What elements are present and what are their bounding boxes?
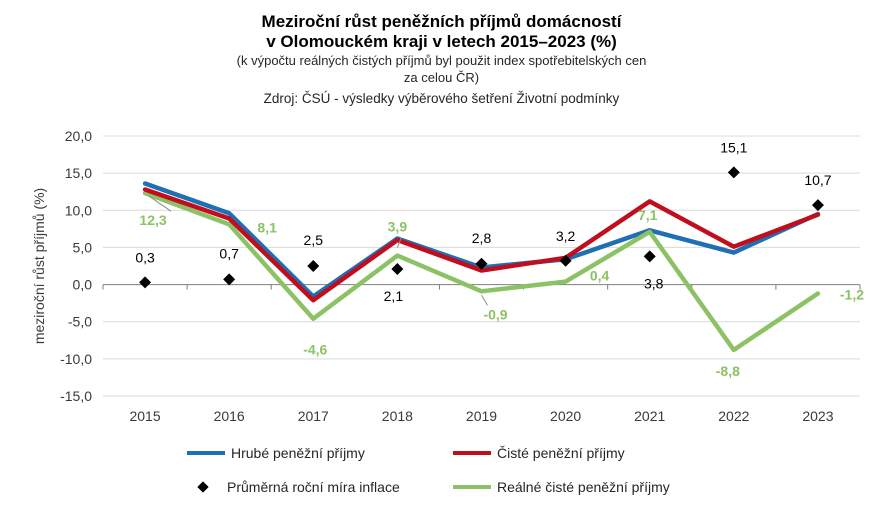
x-tick-label: 2020 (550, 408, 581, 424)
y-tick-label: -15,0 (60, 388, 92, 404)
legend-realne-swatch (453, 485, 491, 489)
inflation-marker (475, 257, 488, 270)
inflation-marker (811, 199, 824, 212)
chart-source: Zdroj: ČSÚ - výsledky výběrového šetření… (263, 91, 620, 106)
x-tick-label: 2015 (129, 408, 160, 424)
inflation-label: 3,8 (644, 275, 664, 291)
x-tick-label: 2017 (298, 408, 329, 424)
inflation-marker (139, 276, 152, 289)
leader-line (396, 237, 402, 248)
x-tick-label: 2021 (634, 408, 665, 424)
chart-title-line2: v Olomouckém kraji v letech 2015–2023 (%… (266, 32, 617, 51)
real-income-label: -1,2 (840, 286, 864, 302)
series-line-1 (142, 187, 821, 303)
y-tick-label: 20,0 (65, 128, 92, 144)
x-tick-label: 2016 (214, 408, 245, 424)
legend-inflace-marker (197, 481, 209, 493)
legend-hrube-swatch (187, 451, 225, 455)
inflation-label: 2,8 (472, 230, 492, 246)
legend-realne-label: Reálné čisté peněžní příjmy (497, 479, 670, 495)
x-tick-label: 2019 (466, 408, 497, 424)
real-income-label: 7,1 (638, 207, 658, 223)
real-income-label: -4,6 (303, 342, 327, 358)
legend-ciste-label: Čisté peněžní příjmy (497, 445, 625, 461)
chart-subtitle-line1: (k výpočtu reálných čistých příjmů byl p… (236, 53, 647, 68)
real-income-label: -0,9 (483, 306, 507, 322)
x-tick-label: 2018 (382, 408, 413, 424)
y-tick-label: 0,0 (73, 277, 93, 293)
real-income-label: 3,9 (388, 219, 408, 235)
legend-inflace-label: Průměrná roční míra inflace (227, 479, 400, 495)
leader-line (148, 195, 172, 212)
y-axis-title: meziroční růst příjmů (%) (31, 188, 47, 344)
y-tick-label: 15,0 (65, 165, 92, 181)
legend-hrube-label: Hrubé peněžní příjmy (231, 445, 365, 461)
inflation-marker (223, 273, 236, 286)
legend-inflace: Průměrná roční míra inflace (187, 479, 400, 495)
legend-hrube: Hrubé peněžní příjmy (187, 445, 365, 461)
y-tick-label: 10,0 (65, 202, 92, 218)
real-income-label: 0,4 (590, 268, 610, 284)
y-tick-label: 5,0 (73, 239, 93, 255)
y-tick-label: -5,0 (68, 314, 92, 330)
inflation-label: 2,1 (384, 288, 404, 304)
real-income-label: 12,3 (139, 212, 166, 228)
chart-title-block: Meziroční růst peněžních příjmů domácnos… (0, 12, 883, 108)
legend-ciste-swatch (453, 451, 491, 455)
inflation-marker (307, 260, 320, 272)
legend-realne: Reálné čisté peněžní příjmy (453, 479, 670, 495)
inflation-label: 0,3 (135, 249, 155, 265)
inflation-label: 3,2 (556, 228, 576, 244)
inflation-marker (391, 262, 404, 275)
real-income-label: -8,8 (716, 363, 740, 379)
real-income-label: 8,1 (257, 219, 277, 235)
inflation-label: 2,5 (304, 232, 324, 248)
inflation-marker (727, 166, 740, 179)
y-tick-label: -10,0 (60, 351, 92, 367)
x-tick-label: 2022 (718, 408, 749, 424)
x-tick-label: 2023 (802, 408, 833, 424)
series-line-3 (142, 190, 821, 353)
inflation-label: 10,7 (804, 172, 831, 188)
legend-ciste: Čisté peněžní příjmy (453, 445, 625, 461)
inflation-label: 15,1 (720, 139, 747, 155)
leader-line (481, 294, 488, 306)
chart-subtitle-line2: za celou ČR) (403, 70, 480, 85)
inflation-marker (559, 254, 572, 267)
chart-title-line1: Meziroční růst peněžních příjmů domácnos… (261, 12, 622, 31)
inflation-label: 0,7 (219, 245, 239, 261)
inflation-marker (643, 250, 656, 263)
